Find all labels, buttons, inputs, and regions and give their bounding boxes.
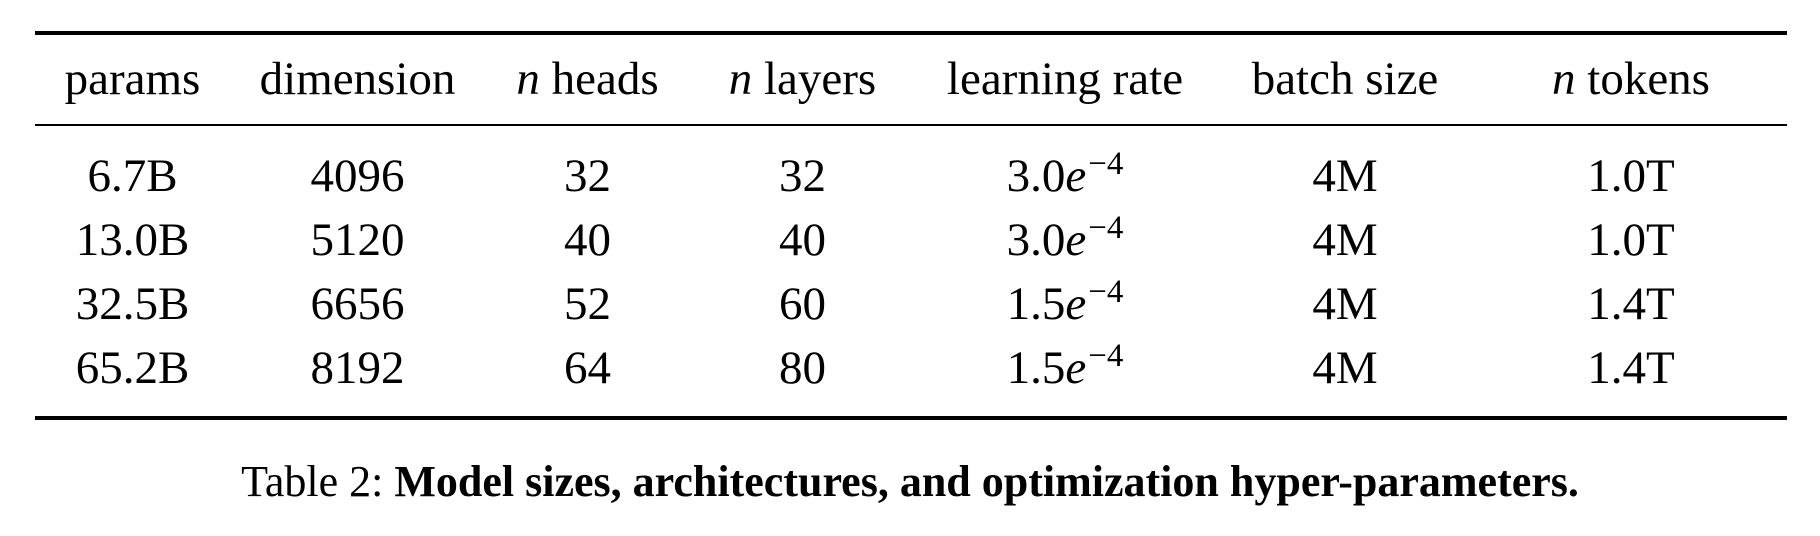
- caption-label: Table 2:: [241, 457, 395, 506]
- cell-batch-size: 4M: [1312, 149, 1378, 202]
- header-n-layers: n layers: [728, 53, 877, 105]
- cell-n-heads: 32: [564, 149, 611, 202]
- cell-dimension: 8192: [310, 341, 405, 394]
- table-header-rule: [35, 124, 1787, 126]
- caption-text: Model sizes, architectures, and optimiza…: [394, 457, 1579, 506]
- cell-n-tokens: 1.4T: [1587, 277, 1675, 330]
- header-learning-rate: learning rate: [946, 53, 1184, 105]
- header-params: params: [64, 53, 201, 105]
- cell-n-tokens: 1.0T: [1587, 149, 1675, 202]
- cell-dimension: 4096: [310, 149, 405, 202]
- header-n-heads: n heads: [516, 53, 659, 105]
- table-caption: Table 2: Model sizes, architectures, and…: [0, 460, 1820, 504]
- cell-n-layers: 80: [779, 341, 826, 394]
- cell-n-heads: 40: [564, 213, 611, 266]
- cell-learning-rate: 1.5e−4: [1006, 337, 1124, 394]
- cell-params: 65.2B: [75, 341, 190, 394]
- header-n-tokens: n tokens: [1552, 53, 1710, 105]
- cell-learning-rate: 3.0e−4: [1006, 209, 1124, 266]
- cell-dimension: 6656: [310, 277, 405, 330]
- cell-n-layers: 40: [779, 213, 826, 266]
- cell-dimension: 5120: [310, 213, 405, 266]
- cell-params: 32.5B: [75, 277, 190, 330]
- cell-n-tokens: 1.4T: [1587, 341, 1675, 394]
- table-row: 32.5B 6656 52 60 1.5e−4 4M 1.4T: [35, 272, 1787, 336]
- table-row: 65.2B 8192 64 80 1.5e−4 4M 1.4T: [35, 336, 1787, 400]
- cell-n-layers: 60: [779, 277, 826, 330]
- cell-n-heads: 64: [564, 341, 611, 394]
- table-body: 6.7B 4096 32 32 3.0e−4 4M 1.0T 13.0B 512…: [35, 126, 1787, 416]
- table-row: 13.0B 5120 40 40 3.0e−4 4M 1.0T: [35, 208, 1787, 272]
- cell-n-heads: 52: [564, 277, 611, 330]
- cell-learning-rate: 1.5e−4: [1006, 273, 1124, 330]
- table-bottom-rule: [35, 416, 1787, 420]
- cell-batch-size: 4M: [1312, 213, 1378, 266]
- cell-params: 13.0B: [75, 213, 190, 266]
- cell-n-layers: 32: [779, 149, 826, 202]
- table-row: 6.7B 4096 32 32 3.0e−4 4M 1.0T: [35, 144, 1787, 208]
- cell-params: 6.7B: [87, 149, 178, 202]
- header-dimension: dimension: [259, 53, 456, 105]
- table-top-rule: [35, 31, 1787, 35]
- header-batch-size: batch size: [1251, 53, 1439, 105]
- hyperparameter-table: params dimension n heads n layers learni…: [35, 31, 1787, 420]
- cell-batch-size: 4M: [1312, 341, 1378, 394]
- cell-learning-rate: 3.0e−4: [1006, 145, 1124, 202]
- cell-batch-size: 4M: [1312, 277, 1378, 330]
- table-header-row: params dimension n heads n layers learni…: [35, 35, 1787, 124]
- cell-n-tokens: 1.0T: [1587, 213, 1675, 266]
